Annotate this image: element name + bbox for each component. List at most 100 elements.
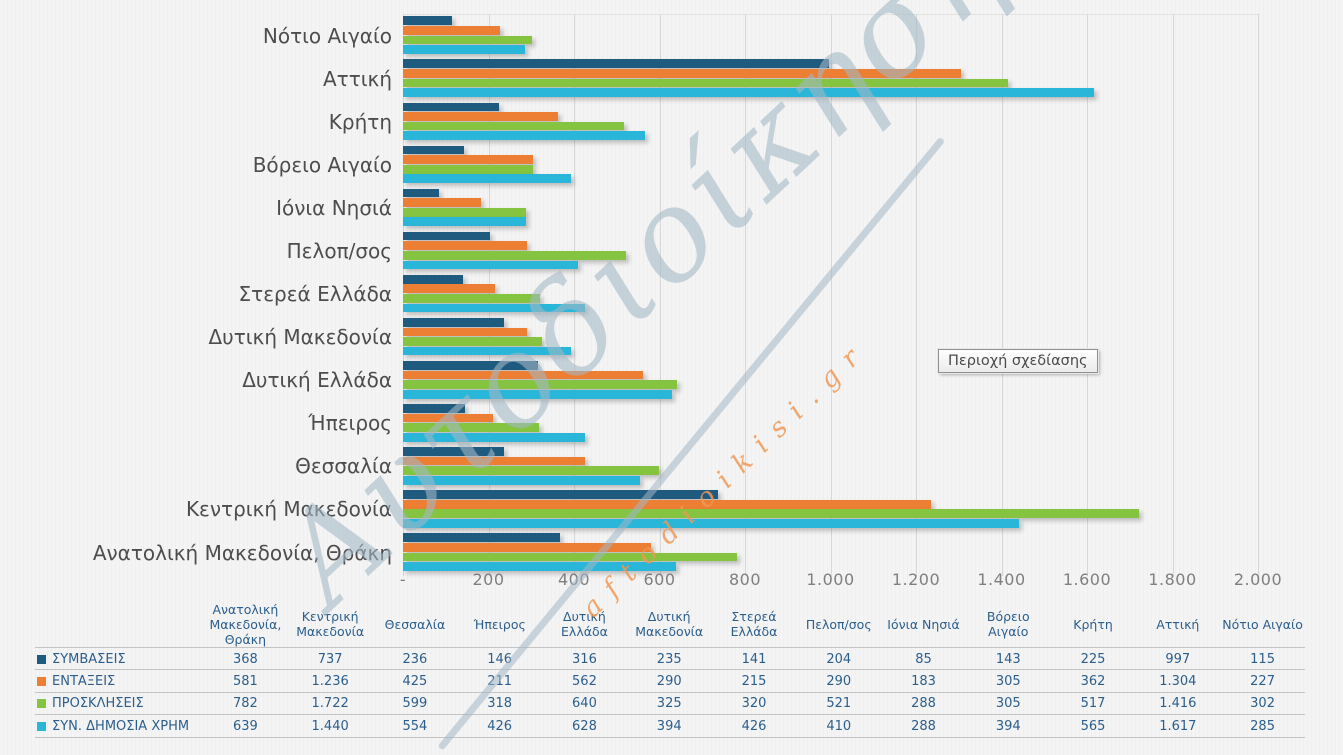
bar-series2-cat1[interactable] [403, 542, 652, 552]
table-value-cell: 1.236 [311, 673, 349, 689]
bar-series2-cat2[interactable] [403, 499, 932, 509]
bar-series1-cat12[interactable] [403, 59, 830, 69]
gridline [916, 14, 917, 576]
bar-series1-cat7[interactable] [403, 274, 464, 284]
category-label: Ήπειρος [308, 411, 392, 436]
x-axis-tick-label: 400 [557, 570, 591, 589]
category-label: Ανατολική Μακεδονία, Θράκη [92, 540, 392, 565]
bar-series3-cat8[interactable] [403, 250, 626, 260]
bar-series1-cat11[interactable] [403, 102, 500, 112]
legend-swatch-1 [37, 654, 46, 664]
bar-series3-cat3[interactable] [403, 466, 660, 476]
plot-area-tooltip: Περιοχή σχεδίασης [937, 348, 1099, 374]
gridline [745, 14, 746, 576]
x-axis-tick-label: 600 [643, 570, 676, 589]
table-header-row: Ανατολική Μακεδονία, Θράκη Κεντρική Μακεδ… [35, 601, 1305, 647]
table-column-header: Νότιο Αιγαίο [1222, 616, 1303, 632]
legend-swatch-4 [37, 721, 46, 731]
table-legend-cell: ΣΥΝ. ΔΗΜΟΣΙΑ ΧΡΗΜ [35, 715, 203, 737]
bar-series1-cat3[interactable] [403, 447, 504, 456]
category-label: Βόρειο Αιγαίο [252, 152, 392, 177]
table-column-header: Πελοπ/σος [805, 616, 872, 632]
bar-series4-cat10[interactable] [403, 174, 572, 184]
x-axis-tick-label: 1.800 [1148, 570, 1197, 589]
table-value-cell: 288 [911, 696, 936, 712]
bar-series1-cat2[interactable] [403, 490, 719, 499]
bar-series3-cat12[interactable] [403, 78, 1009, 88]
table-value-cell: 325 [656, 696, 682, 712]
bar-series1-cat4[interactable] [403, 404, 466, 413]
bar-series2-cat4[interactable] [403, 413, 494, 423]
bar-series4-cat8[interactable] [403, 260, 579, 270]
legend-swatch-2 [37, 676, 46, 686]
bar-series2-cat8[interactable] [403, 241, 527, 251]
gridline [1258, 14, 1259, 576]
category-label: Νότιο Αιγαίο [262, 23, 392, 48]
table-value-cell: 639 [232, 718, 258, 734]
bar-series2-cat7[interactable] [403, 284, 495, 294]
table-value-cell: 302 [1250, 696, 1275, 712]
series-name: ΣΥΝ. ΔΗΜΟΣΙΑ ΧΡΗΜ [52, 718, 190, 734]
table-value-cell: 554 [402, 718, 428, 734]
table-value-cell: 517 [1080, 696, 1106, 712]
bar-series1-cat13[interactable] [403, 16, 453, 26]
table-column-header: Ήπειρος [473, 616, 526, 632]
bar-series3-cat11[interactable] [403, 121, 624, 131]
table-value-cell: 85 [915, 651, 932, 667]
table-column-header: Κεντρική Μακεδονία [296, 609, 365, 639]
bar-series4-cat13[interactable] [403, 45, 525, 54]
bar-series2-cat12[interactable] [403, 69, 961, 78]
bar-series2-cat5[interactable] [403, 370, 644, 380]
bar-series3-cat10[interactable] [403, 164, 534, 174]
category-label: Θεσσαλία [295, 454, 392, 479]
table-value-cell: 565 [1080, 718, 1106, 734]
bar-series2-cat13[interactable] [403, 25, 500, 35]
bar-series1-cat8[interactable] [403, 231, 491, 241]
table-value-cell: 425 [402, 673, 428, 689]
bar-series4-cat9[interactable] [403, 217, 527, 227]
bar-series4-cat6[interactable] [403, 346, 572, 356]
bar-series4-cat1[interactable] [403, 562, 677, 571]
bar-series3-cat9[interactable] [403, 207, 527, 217]
bar-series3-cat7[interactable] [403, 294, 540, 303]
table-value-cell: 581 [232, 673, 258, 689]
table-value-cell: 305 [995, 696, 1021, 712]
bar-series4-cat2[interactable] [403, 519, 1019, 528]
bar-series4-cat4[interactable] [403, 432, 586, 442]
bar-series1-cat6[interactable] [403, 317, 504, 327]
table-value-cell: 410 [826, 718, 852, 734]
bar-series3-cat1[interactable] [403, 552, 738, 562]
bar-series3-cat6[interactable] [403, 337, 542, 346]
table-column-header: Δυτική Ελλάδα [561, 609, 608, 639]
bar-series2-cat6[interactable] [403, 327, 527, 337]
bar-series2-cat9[interactable] [403, 198, 482, 207]
bar-series3-cat13[interactable] [403, 35, 533, 45]
table-value-cell: 628 [572, 718, 597, 734]
bar-series2-cat10[interactable] [403, 155, 534, 164]
table-value-cell: 305 [995, 673, 1021, 689]
gridline [1172, 14, 1174, 576]
bar-series2-cat11[interactable] [403, 112, 558, 121]
bar-series4-cat12[interactable] [403, 88, 1095, 97]
category-label: Δυτική Μακεδονία [208, 325, 392, 350]
gridline [1001, 14, 1003, 576]
gridline [830, 14, 832, 576]
bar-series3-cat5[interactable] [403, 380, 677, 389]
bar-series1-cat10[interactable] [403, 145, 465, 155]
x-axis-tick-label: 800 [728, 570, 762, 589]
bar-series4-cat3[interactable] [403, 475, 640, 485]
bar-series1-cat5[interactable] [403, 361, 539, 370]
bar-series4-cat11[interactable] [403, 131, 645, 141]
bar-series3-cat4[interactable] [403, 423, 539, 432]
x-axis-tick-label: 200 [472, 570, 505, 589]
bar-series1-cat1[interactable] [403, 533, 561, 543]
bar-series4-cat7[interactable] [403, 303, 586, 313]
bar-series1-cat9[interactable] [403, 188, 440, 198]
table-value-cell: 521 [826, 696, 852, 712]
bar-series3-cat2[interactable] [403, 509, 1140, 519]
table-value-cell: 1.440 [311, 718, 349, 734]
bar-series2-cat3[interactable] [403, 456, 585, 466]
bar-series4-cat5[interactable] [403, 389, 672, 399]
table-value-cell: 316 [572, 651, 597, 667]
table-value-cell: 426 [487, 718, 513, 734]
